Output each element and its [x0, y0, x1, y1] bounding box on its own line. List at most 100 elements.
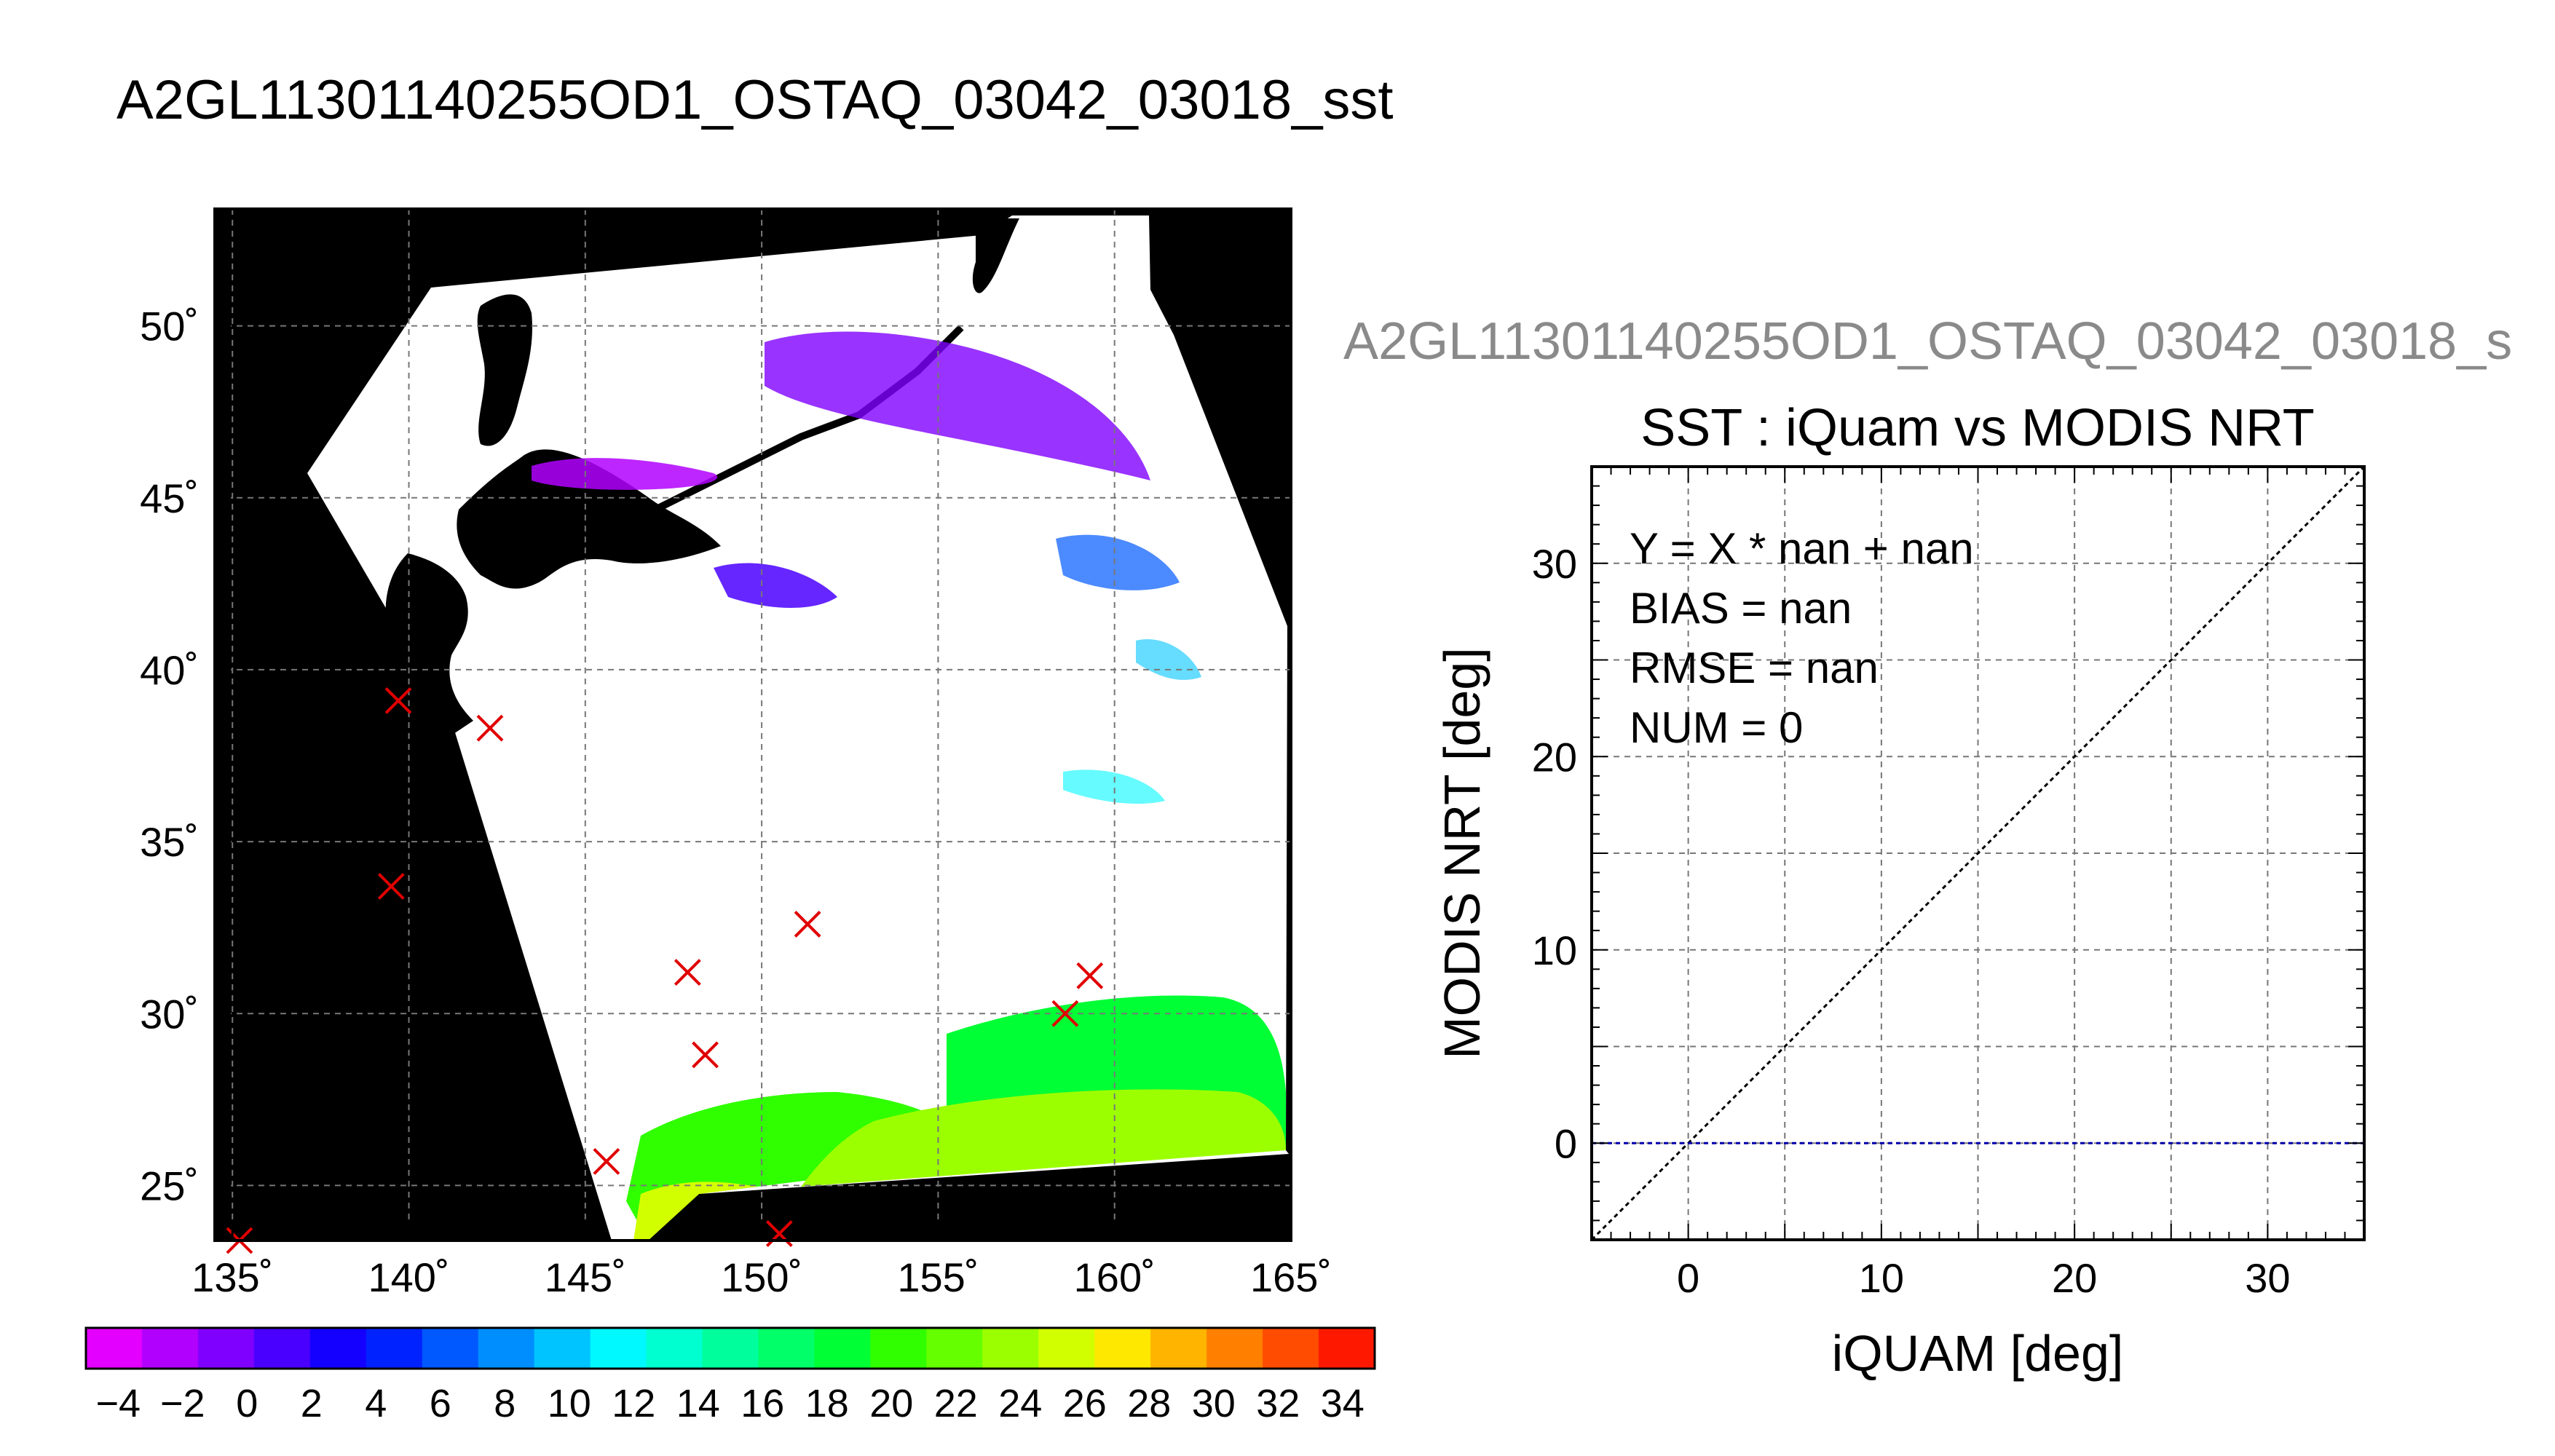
colorbar-cell: [197, 1328, 255, 1369]
map-xtick-label: 140˚: [368, 1254, 449, 1300]
colorbar-tick-label: 12: [612, 1382, 655, 1425]
map-xtick-label: 165˚: [1250, 1254, 1332, 1300]
map-xtick-label: 135˚: [191, 1254, 273, 1300]
colorbar-tick-label: 28: [1127, 1382, 1171, 1425]
colorbar-tick-label: 24: [998, 1382, 1042, 1425]
matchup-marker: [692, 1041, 719, 1069]
matchup-marker: [1051, 1000, 1079, 1027]
sst-patch-okhotsk: [765, 331, 1150, 480]
map-y-axis: 25˚ 30˚ 35˚ 40˚ 45˚ 50˚: [140, 304, 231, 1208]
colorbar-tick-label: 20: [869, 1382, 913, 1425]
matchup-marker: [674, 959, 701, 986]
colorbar-tick-label: 8: [494, 1382, 516, 1425]
map-ytick-label: 50˚: [140, 304, 199, 349]
colorbar-cell: [478, 1328, 535, 1369]
sst-patch-north: [532, 458, 718, 490]
colorbar-cell: [1150, 1328, 1207, 1369]
map-ytick-label: 45˚: [140, 475, 199, 521]
colorbar-cell: [422, 1328, 479, 1369]
sst-map: 135˚ 140˚ 145˚ 150˚ 155˚ 160˚ 165˚ 25˚ 30˚ 35˚ 40…: [140, 207, 1332, 1300]
map-ytick-label: 30˚: [140, 991, 199, 1037]
colorbar-cell: [590, 1328, 647, 1369]
scatter-ticks: 0 10 20 30 0 10 20 30: [1532, 466, 2365, 1301]
scatter-stats: Y = X * nan + nan BIAS = nan RMSE = nan NUM…: [1630, 524, 1974, 752]
colorbar-tick-label: −2: [160, 1382, 205, 1425]
colorbar-cell: [1207, 1328, 1263, 1369]
scatter-plot: SST : iQuam vs MODIS NRT 0 10 20 300102030 …: [1434, 399, 2366, 1382]
sst-field: [532, 331, 1286, 1241]
matchup-marker: [1076, 962, 1104, 989]
matchup-marker: [377, 873, 405, 900]
colorbar-cell: [1094, 1328, 1151, 1369]
colorbar-labels: −4 −2 0 2 4 6 8 10 12 14 16 18 20 22 24 26 28 30 32 34: [95, 1382, 1364, 1425]
matchup-marker: [476, 714, 504, 742]
map-xtick-label: 155˚: [897, 1254, 979, 1300]
colorbar-tick-label: 18: [805, 1382, 849, 1425]
sst-patch-yellowgreen: [801, 1089, 1286, 1187]
map-ytick-label: 40˚: [140, 647, 199, 693]
colorbar-tick-label: 30: [1192, 1382, 1236, 1425]
colorbar: −4 −2 0 2 4 6 8 10 12 14 16 18 20 22 24 26 28 30 32 34: [84, 1326, 1376, 1425]
colorbar-cells: [86, 1328, 1375, 1369]
sst-patch-cyan: [1136, 639, 1201, 680]
scatter-xtick-label: 0: [1677, 1255, 1699, 1301]
scatter-xlabel: iQUAM [deg]: [1832, 1325, 2124, 1382]
land-kamchatka: [972, 218, 1019, 293]
colorbar-cell: [141, 1328, 199, 1369]
matchup-marker: [593, 1147, 620, 1175]
scatter-ytick-label: 10: [1532, 927, 1577, 973]
map-xtick-label: 145˚: [545, 1254, 626, 1300]
colorbar-cell: [253, 1328, 311, 1369]
land-honshu-north: [385, 553, 473, 735]
map-frame: [213, 207, 1292, 1242]
colorbar-cell: [646, 1328, 703, 1369]
colorbar-cell: [702, 1328, 759, 1369]
scatter-stat-line: BIAS = nan: [1630, 584, 1852, 633]
one-to-one-line: [1592, 467, 2364, 1240]
scatter-title: SST : iQuam vs MODIS NRT: [1640, 399, 2315, 457]
colorbar-tick-label: 26: [1063, 1382, 1107, 1425]
colorbar-tick-label: 22: [934, 1382, 978, 1425]
colorbar-cell: [814, 1328, 871, 1369]
land-hokkaido: [457, 449, 721, 589]
matchup-marker: [384, 687, 412, 714]
colorbar-cell: [309, 1328, 367, 1369]
sst-patch-aqua: [1063, 769, 1165, 804]
colorbar-cell: [758, 1328, 815, 1369]
sst-patch-east: [714, 563, 837, 608]
colorbar-cell: [1263, 1328, 1319, 1369]
scatter-file-title: A2GL11301140255OD1_OSTAQ_03042_03018_s: [1343, 312, 2513, 371]
colorbar-tick-label: −4: [95, 1382, 141, 1425]
colorbar-cell: [982, 1328, 1039, 1369]
matchup-markers: [226, 687, 1104, 1254]
main-title: A2GL11301140255OD1_OSTAQ_03042_03018_sst: [117, 69, 1394, 131]
colorbar-frame: [84, 1326, 1376, 1370]
colorbar-cell: [534, 1328, 591, 1369]
scatter-stat-line: NUM = 0: [1630, 703, 1803, 752]
colorbar-cell: [870, 1328, 927, 1369]
map-x-axis: 135˚ 140˚ 145˚ 150˚ 155˚ 160˚ 165˚: [191, 1224, 1332, 1300]
scatter-ytick-label: 0: [1555, 1120, 1577, 1166]
colorbar-tick-label: 16: [741, 1382, 784, 1425]
map-ytick-label: 25˚: [140, 1163, 199, 1208]
colorbar-tick-label: 32: [1256, 1382, 1300, 1425]
colorbar-cell: [926, 1328, 983, 1369]
colorbar-tick-label: 34: [1321, 1382, 1365, 1425]
scatter-stat-line: Y = X * nan + nan: [1630, 524, 1974, 573]
sst-patch-blue: [1056, 534, 1180, 590]
colorbar-cell: [1319, 1328, 1375, 1369]
map-swath-layer: [307, 215, 1289, 1241]
scatter-ytick-label: 30: [1532, 541, 1577, 587]
land-sakhalin: [477, 294, 532, 446]
colorbar-cell: [366, 1328, 423, 1369]
scatter-xtick-label: 30: [2245, 1255, 2290, 1301]
matchup-marker: [794, 911, 821, 938]
scatter-xtick-label: 20: [2052, 1255, 2097, 1301]
map-xtick-label: 160˚: [1074, 1254, 1156, 1300]
colorbar-tick-label: 0: [236, 1382, 258, 1425]
colorbar-cell: [1038, 1328, 1095, 1369]
colorbar-tick-label: 10: [548, 1382, 591, 1425]
colorbar-tick-label: 14: [676, 1382, 720, 1425]
scatter-ylabel: MODIS NRT [deg]: [1434, 647, 1490, 1059]
